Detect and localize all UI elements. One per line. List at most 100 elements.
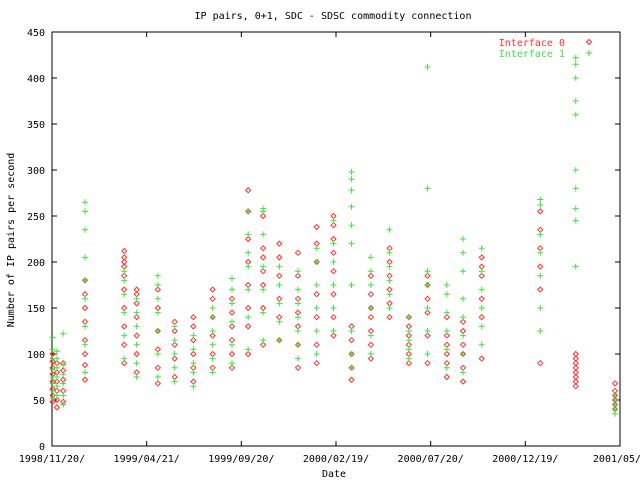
data-point-interface-1	[460, 295, 467, 302]
data-point-interface-0	[330, 267, 337, 275]
data-point-interface-0	[424, 332, 431, 339]
data-point-interface-0	[330, 332, 337, 339]
data-point-interface-0	[572, 378, 579, 385]
data-point-interface-0	[367, 272, 375, 280]
data-point-interface-0	[209, 332, 216, 339]
data-point-interface-1	[572, 167, 579, 173]
data-point-interface-1	[209, 341, 216, 348]
data-point-interface-1	[171, 364, 178, 371]
data-point-interface-1	[49, 366, 56, 373]
data-point-interface-0	[313, 359, 320, 367]
data-point-interface-1	[60, 362, 67, 369]
data-point-interface-1	[348, 222, 355, 229]
data-point-interface-1	[209, 369, 216, 376]
data-point-interface-1	[572, 185, 579, 192]
chart-title: IP pairs, 0+1, SDC - SDSC commodity conn…	[195, 11, 472, 22]
data-point-interface-1	[295, 286, 302, 293]
data-point-interface-0	[478, 313, 485, 321]
x-axis-label: Date	[322, 469, 346, 480]
data-point-interface-1	[171, 351, 178, 357]
data-point-interface-0	[313, 223, 320, 231]
data-point-interface-1	[228, 286, 235, 293]
data-point-interface-0	[572, 350, 579, 358]
data-point-interface-0	[276, 272, 283, 280]
y-tick-label: 150	[27, 304, 45, 315]
data-point-interface-0	[209, 286, 216, 293]
data-point-interface-1	[348, 328, 355, 334]
data-point-interface-1	[405, 337, 412, 344]
data-point-interface-1	[260, 337, 267, 344]
data-point-interface-1	[154, 272, 161, 279]
data-point-interface-0	[367, 313, 375, 321]
data-point-interface-0	[259, 212, 267, 220]
data-point-interface-1	[245, 346, 252, 353]
legend-label: Interface 1	[499, 49, 565, 60]
data-point-interface-1	[424, 185, 431, 192]
data-point-interface-1	[49, 334, 56, 341]
data-point-interface-0	[171, 355, 178, 362]
y-tick-label: 350	[27, 120, 45, 131]
data-point-interface-1	[443, 328, 450, 334]
data-point-interface-1	[260, 205, 267, 212]
data-point-interface-1	[460, 236, 467, 242]
data-point-interface-0	[330, 290, 337, 298]
data-point-interface-0	[121, 323, 128, 330]
data-point-interface-1	[386, 291, 393, 298]
legend-marker	[586, 50, 592, 56]
data-point-interface-1	[245, 314, 252, 321]
data-point-interface-1	[295, 355, 302, 362]
data-point-interface-0	[367, 341, 375, 349]
y-tick-label: 100	[27, 350, 45, 361]
data-point-interface-0	[294, 249, 302, 257]
data-point-interface-1	[478, 245, 485, 252]
data-point-interface-1	[133, 360, 140, 367]
data-point-interface-1	[121, 277, 128, 284]
data-point-interface-1	[121, 291, 128, 298]
data-point-interface-1	[121, 268, 128, 275]
data-point-interface-0	[348, 376, 355, 383]
data-point-interface-0	[424, 272, 431, 280]
data-point-interface-1	[190, 346, 197, 353]
data-point-interface-1	[313, 245, 320, 252]
data-point-interface-1	[190, 383, 197, 390]
data-point-interface-1	[537, 305, 544, 311]
data-point-interface-1	[154, 351, 161, 357]
data-point-interface-0	[367, 355, 375, 362]
x-tick-label: 1998/11/20/	[19, 454, 85, 465]
data-point-interface-1	[460, 351, 467, 357]
data-point-interface-0	[121, 258, 128, 266]
data-point-interface-1	[443, 282, 450, 288]
data-point-interface-1	[49, 387, 56, 394]
data-point-interface-1	[82, 208, 89, 215]
data-point-interface-0	[443, 373, 451, 381]
data-point-interface-1	[330, 240, 337, 247]
data-point-interface-1	[228, 275, 235, 282]
data-point-interface-1	[348, 282, 355, 288]
data-point-interface-1	[313, 259, 320, 265]
data-point-interface-1	[460, 369, 467, 376]
data-point-interface-1	[228, 360, 235, 367]
data-point-interface-0	[276, 254, 283, 261]
data-point-interface-1	[348, 364, 355, 371]
data-point-interface-1	[260, 231, 267, 238]
data-point-interface-1	[260, 263, 267, 270]
data-point-interface-1	[49, 346, 56, 353]
data-point-interface-1	[171, 323, 178, 330]
data-point-interface-0	[348, 336, 355, 344]
y-tick-label: 200	[27, 258, 45, 269]
data-point-interface-1	[367, 351, 374, 357]
data-point-interface-1	[424, 328, 431, 334]
data-point-interface-1	[82, 369, 89, 376]
x-tick-label: 2001/05/2	[593, 454, 640, 465]
data-point-interface-1	[245, 249, 252, 256]
data-point-interface-1	[405, 346, 412, 353]
data-point-interface-0	[228, 323, 236, 330]
data-point-interface-0	[81, 361, 89, 369]
data-point-interface-1	[424, 305, 431, 311]
data-point-interface-0	[228, 309, 236, 316]
data-point-interface-1	[313, 351, 320, 357]
y-tick-label: 400	[27, 74, 45, 85]
data-point-interface-0	[294, 272, 302, 280]
data-point-interface-0	[572, 382, 579, 390]
